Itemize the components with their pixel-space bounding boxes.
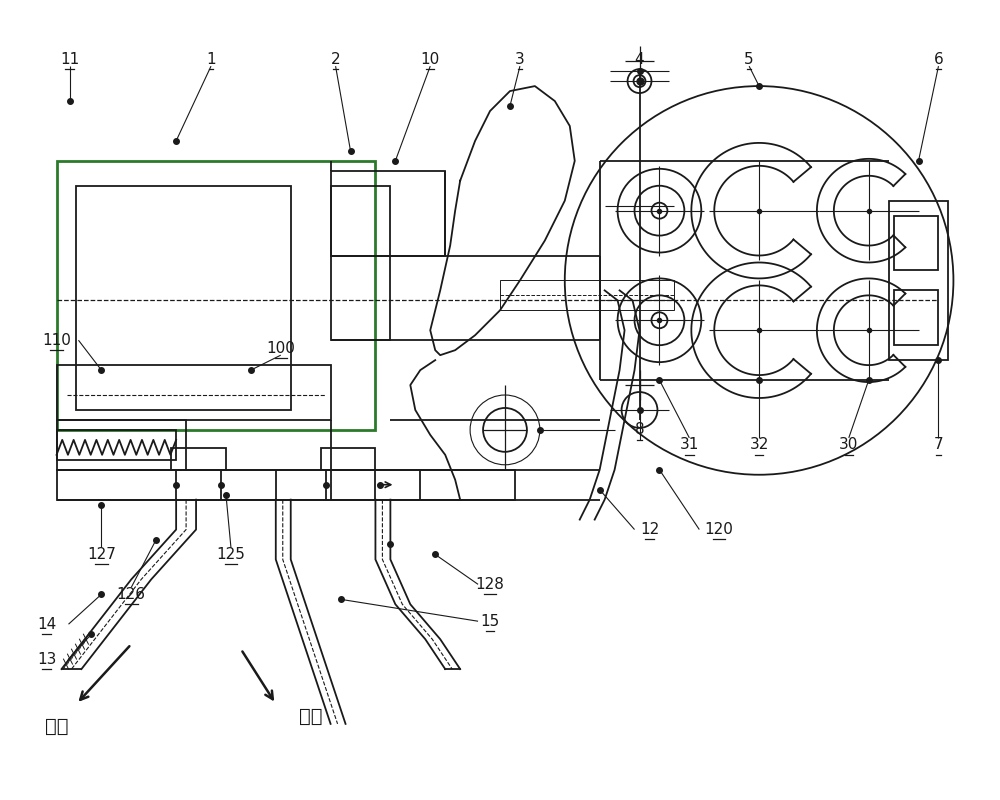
Text: 8: 8 (635, 422, 644, 438)
Bar (57, 420, 186, 470)
Circle shape (651, 312, 667, 328)
Text: 15: 15 (480, 614, 500, 629)
Bar (894, 216, 938, 270)
Circle shape (651, 202, 667, 218)
Text: 125: 125 (216, 547, 245, 562)
Text: 5: 5 (744, 52, 754, 66)
Text: 110: 110 (42, 333, 71, 348)
Text: 126: 126 (117, 587, 146, 602)
Text: 4: 4 (635, 52, 644, 66)
Text: 出气: 出气 (299, 707, 322, 726)
Bar (894, 290, 938, 345)
Bar (57, 430, 176, 460)
Bar (76, 186, 291, 410)
Text: 100: 100 (266, 341, 295, 356)
Bar (57, 470, 515, 500)
Text: 1: 1 (206, 52, 216, 66)
Text: 127: 127 (87, 547, 116, 562)
Text: 11: 11 (60, 52, 79, 66)
Bar (321, 448, 375, 470)
Text: 30: 30 (839, 438, 858, 452)
Bar (500, 281, 674, 310)
Text: 7: 7 (934, 438, 943, 452)
Text: 12: 12 (640, 522, 659, 537)
Text: 3: 3 (515, 52, 525, 66)
Text: 进气: 进气 (45, 718, 68, 736)
Bar (57, 365, 331, 420)
Text: 120: 120 (705, 522, 734, 537)
Text: 31: 31 (680, 438, 699, 452)
Bar (331, 186, 390, 340)
Text: 14: 14 (37, 617, 56, 632)
Text: 32: 32 (749, 438, 769, 452)
Text: 13: 13 (37, 651, 56, 666)
Text: 10: 10 (421, 52, 440, 66)
Text: 2: 2 (331, 52, 340, 66)
Text: 128: 128 (476, 577, 504, 592)
Bar (331, 170, 445, 255)
Bar (889, 201, 948, 360)
Bar (57, 161, 375, 430)
Bar (171, 448, 226, 470)
Text: 6: 6 (934, 52, 943, 66)
